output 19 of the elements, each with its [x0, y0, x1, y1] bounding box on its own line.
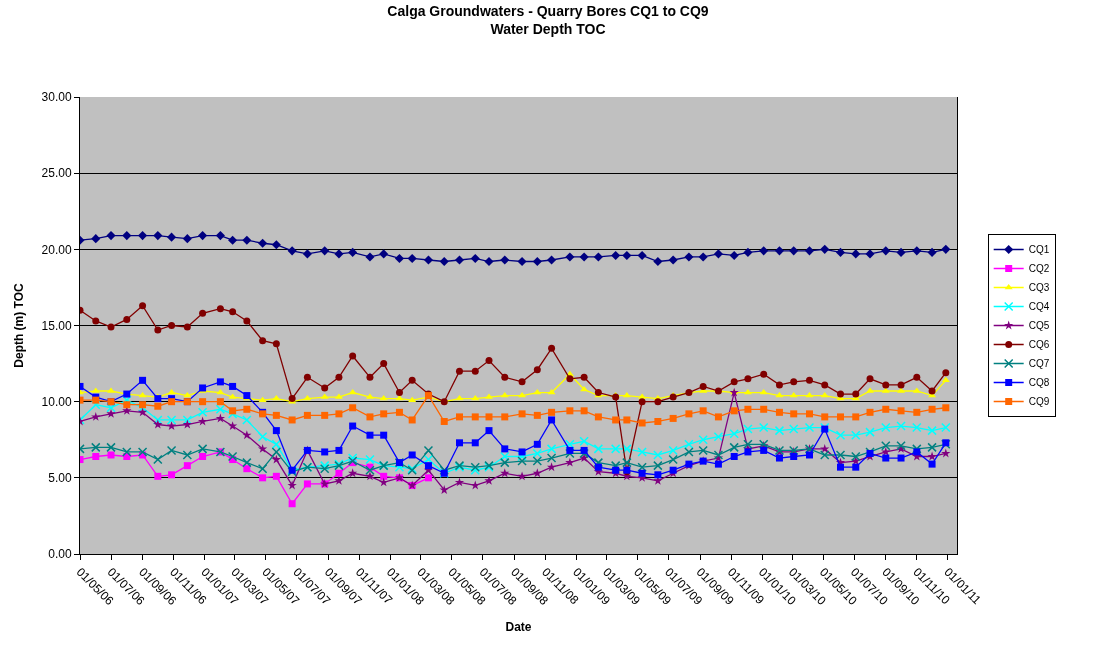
legend-label: CQ5: [1028, 320, 1050, 332]
legend-label: CQ3: [1028, 282, 1050, 294]
legend-label: CQ9: [1028, 396, 1050, 408]
y-tick-label: 30.00: [41, 90, 72, 105]
chart-title: Calga Groundwaters - Quarry Bores CQ1 to CQ9 Water Depth TOC: [387, 3, 709, 38]
x-axis-title: Date: [505, 619, 532, 634]
legend-label: CQ8: [1028, 377, 1050, 389]
y-tick-label: 20.00: [41, 242, 72, 257]
y-tick-label: 15.00: [41, 318, 72, 333]
y-tick-label: 0.00: [48, 547, 72, 562]
y-axis-title: Depth (m) TOC: [11, 282, 26, 368]
legend-label: CQ7: [1028, 358, 1050, 370]
y-tick-label: 10.00: [41, 394, 72, 409]
legend-label: CQ4: [1028, 301, 1050, 313]
y-tick-label: 5.00: [48, 471, 72, 486]
legend-label: CQ6: [1028, 339, 1050, 351]
legend-label: CQ2: [1028, 263, 1050, 275]
legend-label: CQ1: [1028, 244, 1050, 256]
y-tick-label: 25.00: [41, 166, 72, 181]
